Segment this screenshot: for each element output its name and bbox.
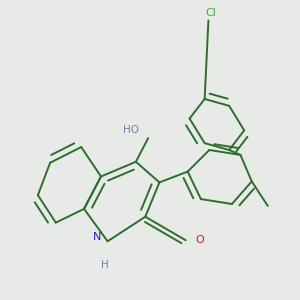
Text: H: H — [101, 260, 109, 270]
Text: O: O — [195, 235, 204, 245]
Text: HO: HO — [123, 125, 139, 135]
Text: N: N — [93, 232, 102, 242]
Text: Cl: Cl — [205, 8, 216, 18]
